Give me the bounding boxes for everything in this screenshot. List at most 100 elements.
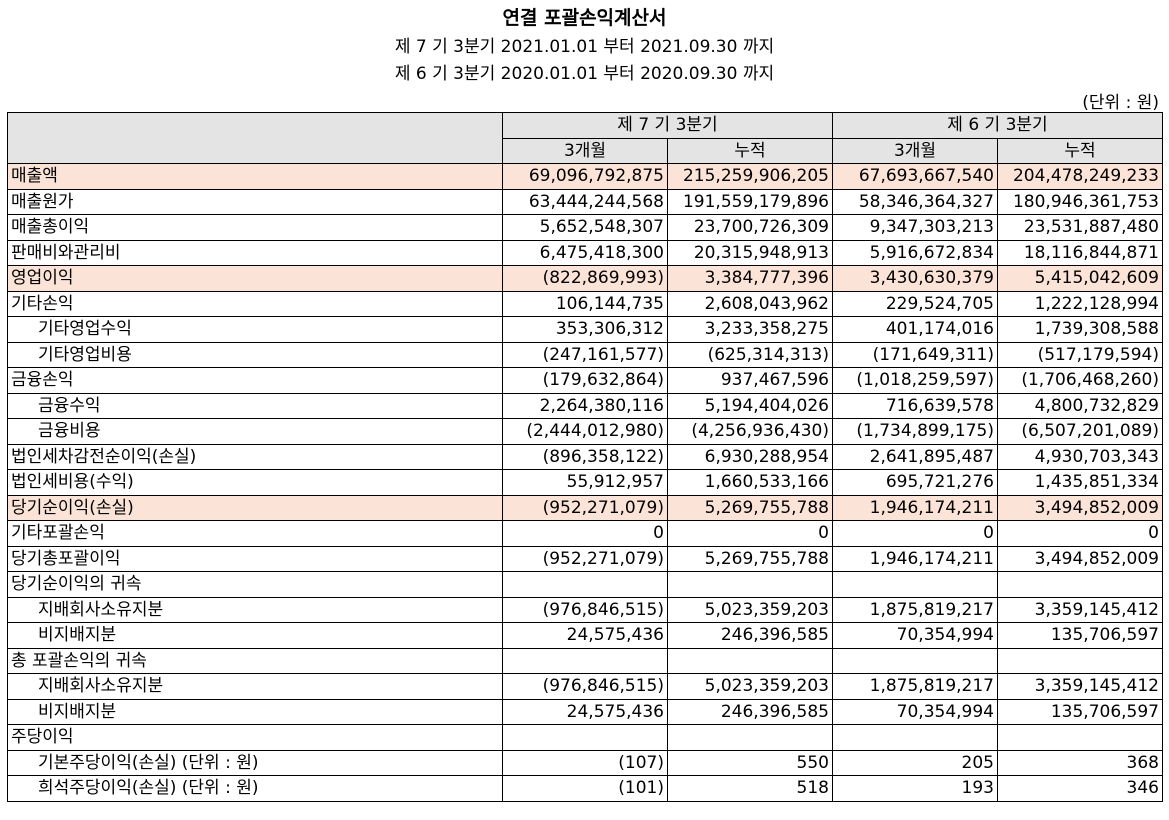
period-prior: 제 6 기 3분기 2020.01.01 부터 2020.09.30 까지 xyxy=(394,64,775,84)
value-cell xyxy=(667,571,833,598)
value-cell: 24,575,436 xyxy=(502,622,668,649)
table-row: 기타손익 106,144,735 2,608,043,962 229,524,705 1… xyxy=(7,290,1163,317)
value-cell: 18,116,844,871 xyxy=(997,239,1163,266)
value-cell: 2,264,380,116 xyxy=(502,392,668,419)
row-label: 지배회사소유지분 xyxy=(7,596,503,623)
value-cell: 1,435,851,334 xyxy=(997,469,1163,496)
header-blank-cell xyxy=(7,112,503,164)
value-cell: (517,179,594) xyxy=(997,341,1163,368)
value-cell: 69,096,792,875 xyxy=(502,163,668,190)
table-row: 당기순이익(손실) (952,271,079) 5,269,755,788 1,946… xyxy=(7,494,1163,521)
value-cell xyxy=(502,647,668,674)
value-cell xyxy=(502,571,668,598)
header-cum-prior: 누적 xyxy=(997,137,1163,164)
value-cell: (1,706,468,260) xyxy=(997,367,1163,394)
value-cell: 6,930,288,954 xyxy=(667,443,833,470)
value-cell: 9,347,303,213 xyxy=(832,214,998,241)
row-label: 희석주당이익(손실) (단위 : 원) xyxy=(7,775,503,802)
table-row: 매출총이익 5,652,548,307 23,700,726,309 9,347,30… xyxy=(7,214,1163,241)
header-3m-current: 3개월 xyxy=(502,137,668,164)
value-cell: 1,222,128,994 xyxy=(997,290,1163,317)
header-cum-current: 누적 xyxy=(667,137,833,164)
value-cell: 180,946,361,753 xyxy=(997,188,1163,215)
row-label: 매출원가 xyxy=(7,188,503,215)
value-cell: 5,269,755,788 xyxy=(667,545,833,572)
value-cell: (976,846,515) xyxy=(502,673,668,700)
row-label: 금융비용 xyxy=(7,418,503,445)
row-label: 매출액 xyxy=(7,163,503,190)
value-cell: 1,739,308,588 xyxy=(997,316,1163,343)
value-cell: 550 xyxy=(667,749,833,776)
value-cell: 2,641,895,487 xyxy=(832,443,998,470)
value-cell: 229,524,705 xyxy=(832,290,998,317)
value-cell xyxy=(832,571,998,598)
value-cell: (1,018,259,597) xyxy=(832,367,998,394)
value-cell: (952,271,079) xyxy=(502,545,668,572)
value-cell xyxy=(832,647,998,674)
value-cell: 5,023,359,203 xyxy=(667,673,833,700)
value-cell: 368 xyxy=(997,749,1163,776)
value-cell: 3,359,145,412 xyxy=(997,673,1163,700)
value-cell: 0 xyxy=(667,520,833,547)
value-cell xyxy=(997,647,1163,674)
row-label: 당기순이익의 귀속 xyxy=(7,571,503,598)
table-row: 희석주당이익(손실) (단위 : 원) (101) 518 193 346 xyxy=(7,775,1163,802)
table-row: 매출액 69,096,792,875 215,259,906,205 67,693,6… xyxy=(7,163,1163,190)
value-cell: 67,693,667,540 xyxy=(832,163,998,190)
row-label: 법인세차감전순이익(손실) xyxy=(7,443,503,470)
value-cell: 518 xyxy=(667,775,833,802)
value-cell: 2,608,043,962 xyxy=(667,290,833,317)
value-cell: 70,354,994 xyxy=(832,698,998,725)
value-cell: 0 xyxy=(832,520,998,547)
row-label: 법인세비용(수익) xyxy=(7,469,503,496)
value-cell: 204,478,249,233 xyxy=(997,163,1163,190)
value-cell: 70,354,994 xyxy=(832,622,998,649)
value-cell: 246,396,585 xyxy=(667,622,833,649)
unit-label: (단위 : 원) xyxy=(1082,93,1159,113)
value-cell xyxy=(502,724,668,751)
value-cell: 1,660,533,166 xyxy=(667,469,833,496)
value-cell: 1,875,819,217 xyxy=(832,596,998,623)
value-cell: 3,494,852,009 xyxy=(997,494,1163,521)
row-label: 주당이익 xyxy=(7,724,503,751)
row-label: 금융손익 xyxy=(7,367,503,394)
value-cell: 215,259,906,205 xyxy=(667,163,833,190)
value-cell: 6,475,418,300 xyxy=(502,239,668,266)
table-row: 법인세비용(수익) 55,912,957 1,660,533,166 695,721,… xyxy=(7,469,1163,496)
table-row: 총 포괄손익의 귀속 xyxy=(7,647,1163,674)
row-label: 기타포괄손익 xyxy=(7,520,503,547)
table-row: 기타영업비용 (247,161,577) (625,314,313) (171,649… xyxy=(7,341,1163,368)
value-cell: 205 xyxy=(832,749,998,776)
table-row: 법인세차감전순이익(손실) (896,358,122) 6,930,288,954 2… xyxy=(7,443,1163,470)
row-label: 기본주당이익(손실) (단위 : 원) xyxy=(7,749,503,776)
table-row: 비지배지분 24,575,436 246,396,585 70,354,994 135,… xyxy=(7,622,1163,649)
value-cell: (179,632,864) xyxy=(502,367,668,394)
value-cell: 246,396,585 xyxy=(667,698,833,725)
value-cell: 1,946,174,211 xyxy=(832,545,998,572)
table-row: 비지배지분 24,575,436 246,396,585 70,354,994 135,… xyxy=(7,698,1163,725)
value-cell: 135,706,597 xyxy=(997,698,1163,725)
value-cell: (171,649,311) xyxy=(832,341,998,368)
income-statement-table: 제 7 기 3분기 제 6 기 3분기 3개월 누적 3개월 누적 매출액 69,… xyxy=(7,112,1163,802)
value-cell: (2,444,012,980) xyxy=(502,418,668,445)
table-row: 기본주당이익(손실) (단위 : 원) (107) 550 205 368 xyxy=(7,749,1163,776)
value-cell: 0 xyxy=(502,520,668,547)
value-cell: (4,256,936,430) xyxy=(667,418,833,445)
value-cell: 135,706,597 xyxy=(997,622,1163,649)
value-cell: 1,875,819,217 xyxy=(832,673,998,700)
header-row-period: 제 7 기 3분기 제 6 기 3분기 xyxy=(7,112,1163,164)
table-row: 지배회사소유지분 (976,846,515) 5,023,359,203 1,875,… xyxy=(7,673,1163,700)
value-cell xyxy=(667,724,833,751)
row-label: 비지배지분 xyxy=(7,698,503,725)
value-cell: 20,315,948,913 xyxy=(667,239,833,266)
value-cell: 4,930,703,343 xyxy=(997,443,1163,470)
value-cell: (625,314,313) xyxy=(667,341,833,368)
value-cell: 106,144,735 xyxy=(502,290,668,317)
table-row: 지배회사소유지분 (976,846,515) 5,023,359,203 1,875,… xyxy=(7,596,1163,623)
header-3m-prior: 3개월 xyxy=(832,137,998,164)
value-cell: 58,346,364,327 xyxy=(832,188,998,215)
table-row: 기타포괄손익 0 0 0 0 xyxy=(7,520,1163,547)
value-cell: 23,700,726,309 xyxy=(667,214,833,241)
value-cell: (1,734,899,175) xyxy=(832,418,998,445)
header-row-columns: 3개월 누적 3개월 누적 xyxy=(8,137,1163,164)
